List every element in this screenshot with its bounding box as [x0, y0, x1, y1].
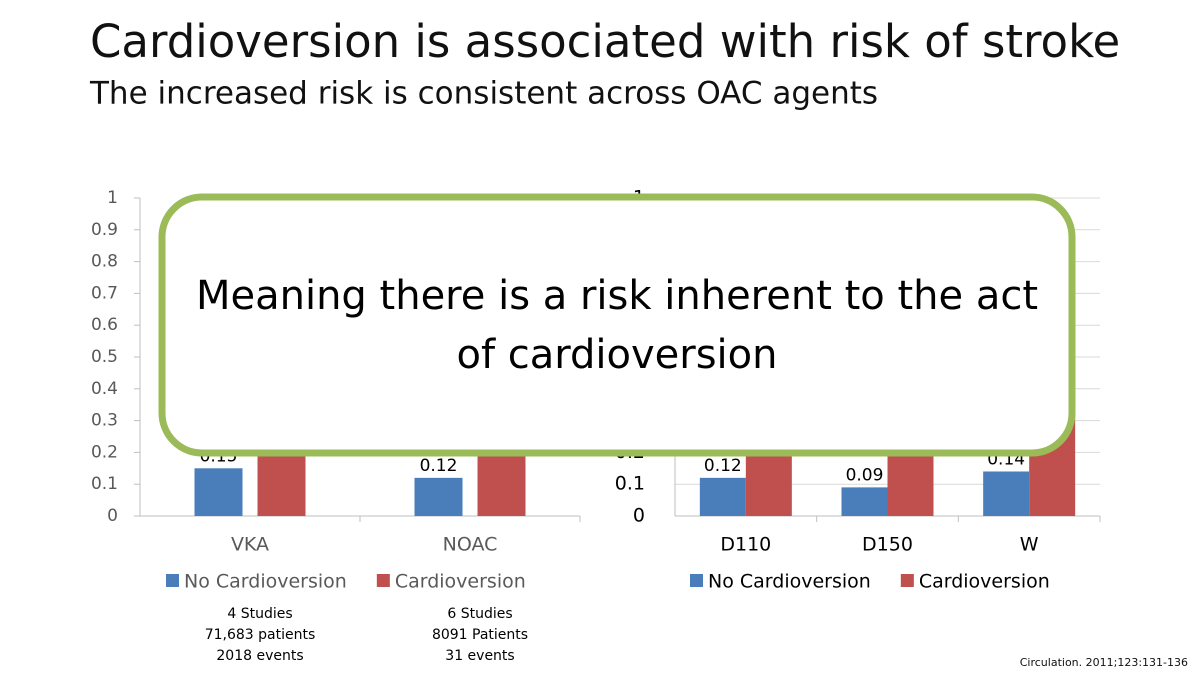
bar: [983, 471, 1030, 516]
slide-subtitle: The increased risk is consistent across …: [89, 76, 878, 112]
data-label: 0.12: [420, 456, 458, 476]
legend-label: No Cardioversion: [708, 571, 871, 593]
y-tick-label: 0.5: [91, 347, 118, 367]
bar: [841, 487, 888, 516]
x-tick-label: VKA: [231, 534, 269, 556]
y-tick-label: 0.3: [91, 411, 118, 431]
y-tick-label: 0.2: [91, 442, 118, 462]
y-tick-label: 0.7: [91, 283, 118, 303]
y-tick-label: 0.1: [615, 473, 645, 495]
study-note: 4 Studies: [227, 606, 292, 622]
bar: [414, 477, 463, 516]
slide-title: Cardioversion is associated with risk of…: [90, 15, 1120, 68]
legend-swatch: [900, 574, 914, 587]
data-label: 0.12: [704, 456, 742, 476]
legend-swatch: [690, 574, 703, 587]
y-tick-label: 0.8: [91, 252, 118, 272]
study-note: 6 Studies: [447, 606, 512, 622]
y-tick-label: 1: [107, 188, 118, 208]
y-tick-label: 0: [633, 505, 645, 527]
legend-label: No Cardioversion: [184, 571, 347, 593]
legend-swatch: [376, 574, 390, 587]
study-note: 71,683 patients: [205, 627, 316, 643]
x-tick-label: W: [1020, 534, 1039, 556]
study-note: 31 events: [445, 648, 514, 664]
callout-box: [158, 193, 1076, 457]
legend-swatch: [166, 574, 179, 587]
x-tick-label: D110: [720, 534, 771, 556]
y-tick-label: 0.1: [91, 474, 118, 494]
bar: [699, 477, 746, 516]
x-tick-label: D150: [862, 534, 913, 556]
y-tick-label: 0.6: [91, 315, 118, 335]
y-tick-label: 0.9: [91, 220, 118, 240]
legend-label: Cardioversion: [919, 571, 1050, 593]
callout-line: of cardioversion: [457, 332, 778, 378]
x-tick-label: NOAC: [443, 534, 498, 556]
callout: Meaning there is a risk inherent to the …: [158, 193, 1076, 457]
study-note: 2018 events: [216, 648, 303, 664]
data-label: 0.09: [846, 465, 884, 485]
citation: Circulation. 2011;123:131-136: [1020, 656, 1188, 669]
study-note: 8091 Patients: [432, 627, 528, 643]
legend-label: Cardioversion: [395, 571, 526, 593]
y-tick-label: 0: [107, 506, 118, 526]
callout-line: Meaning there is a risk inherent to the …: [196, 273, 1038, 319]
y-tick-label: 0.4: [91, 379, 118, 399]
bar: [194, 468, 243, 516]
